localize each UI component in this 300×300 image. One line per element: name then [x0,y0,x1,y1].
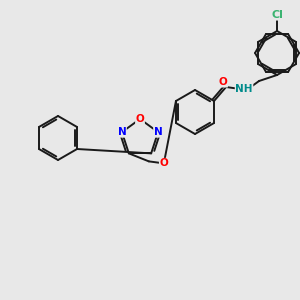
Text: O: O [219,77,227,87]
Text: O: O [160,158,168,168]
Text: O: O [219,77,227,87]
Text: Cl: Cl [271,10,283,20]
Text: N: N [154,127,162,137]
Text: N: N [118,127,126,137]
Text: O: O [136,114,144,124]
Text: NH: NH [235,84,253,94]
Text: NH: NH [235,84,253,94]
Text: N: N [154,127,162,137]
Text: N: N [118,127,126,137]
Text: Cl: Cl [271,10,283,20]
Text: O: O [160,158,168,168]
Text: O: O [136,114,144,124]
